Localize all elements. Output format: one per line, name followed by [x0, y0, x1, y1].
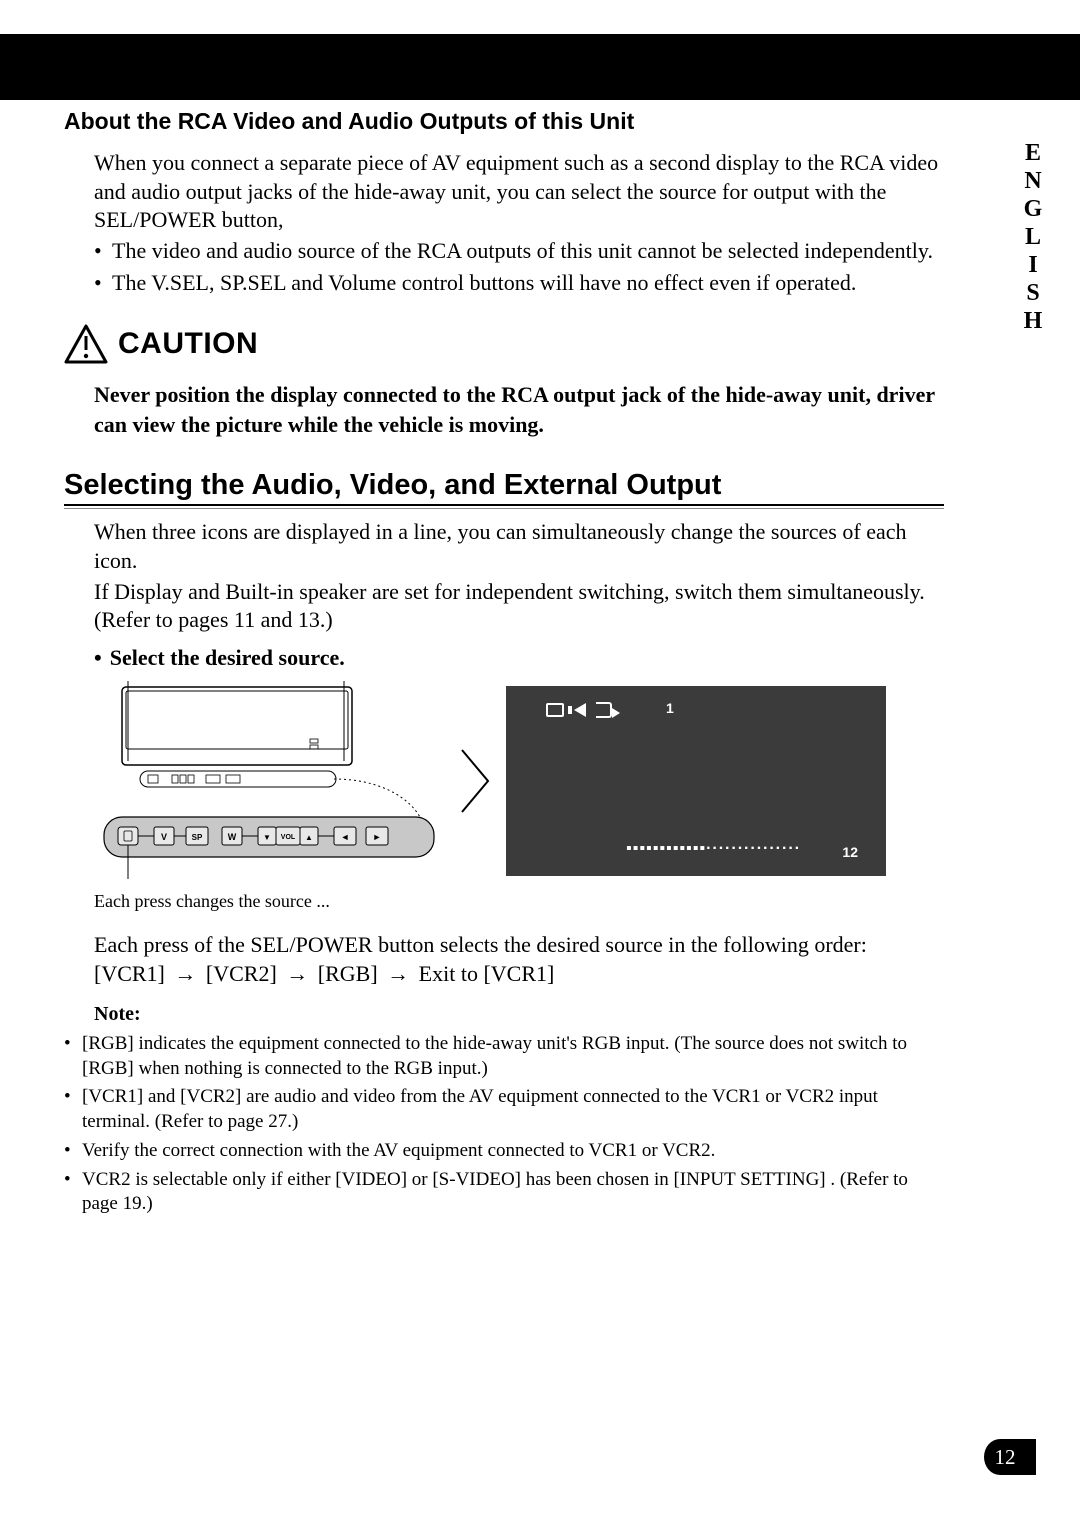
svg-text:▲: ▲ [305, 833, 313, 842]
header-black-band [0, 34, 1080, 100]
arrow-icon: → [383, 961, 413, 986]
control-panel-diagram: V SP W ▼ VOL ▲ ◄ [94, 681, 444, 881]
note-item: VCR2 is selectable only if either [VIDEO… [64, 1168, 944, 1217]
screen-page-num: 12 [842, 844, 858, 860]
language-tab: ENGLISH [1016, 140, 1046, 336]
arrow-icon: → [170, 961, 200, 986]
svg-text:►: ► [373, 832, 382, 842]
diagram-caption: Each press changes the source ... [94, 891, 944, 912]
step-label: •Select the desired source. [94, 645, 944, 671]
svg-text:▼: ▼ [263, 833, 271, 842]
note-item: Verify the correct connection with the A… [64, 1139, 944, 1164]
seq-item: Exit to [VCR1] [419, 961, 555, 986]
seq-item: [VCR2] [206, 961, 277, 986]
caution-label: CAUTION [118, 327, 258, 361]
section2-para1: When three icons are displayed in a line… [94, 518, 944, 575]
step-text: Select the desired source. [110, 645, 345, 670]
note-item: [RGB] indicates the equipment connected … [64, 1032, 944, 1081]
section1-para: When you connect a separate piece of AV … [94, 149, 944, 235]
section2-para2: If Display and Built-in speaker are set … [94, 578, 944, 635]
page-number: 12 [984, 1439, 1026, 1475]
screen-preview: 1 ▪▪▪▪▪▪▪▪▪▪▪▪··············· 12 [506, 686, 886, 876]
svg-text:VOL: VOL [281, 834, 296, 841]
svg-text:◄: ◄ [341, 832, 350, 842]
speaker-icon [574, 703, 586, 717]
svg-text:V: V [161, 832, 167, 842]
section1-bullet: The video and audio source of the RCA ou… [94, 237, 944, 266]
section1-bullet: The V.SEL, SP.SEL and Volume control but… [94, 269, 944, 298]
seq-intro: Each press of the SEL/POWER button selec… [94, 932, 867, 957]
note-label: Note: [94, 1003, 944, 1026]
svg-text:W: W [228, 832, 237, 842]
note-item: [VCR1] and [VCR2] are audio and video fr… [64, 1085, 944, 1134]
section1-heading: About the RCA Video and Audio Outputs of… [64, 108, 944, 135]
screen-source-num: 1 [666, 700, 674, 716]
seq-item: [RGB] [318, 961, 378, 986]
seq-item: [VCR1] [94, 961, 165, 986]
output-icon [596, 702, 612, 718]
arrow-icon: → [282, 961, 312, 986]
display-icon [546, 703, 564, 717]
arrow-right-icon [458, 746, 492, 816]
warning-icon [64, 324, 108, 364]
caution-text: Never position the display connected to … [94, 380, 944, 439]
svg-text:SP: SP [192, 833, 203, 842]
section2-heading: Selecting the Audio, Video, and External… [64, 469, 944, 506]
screen-progress-dots: ▪▪▪▪▪▪▪▪▪▪▪▪··············· [626, 840, 801, 858]
